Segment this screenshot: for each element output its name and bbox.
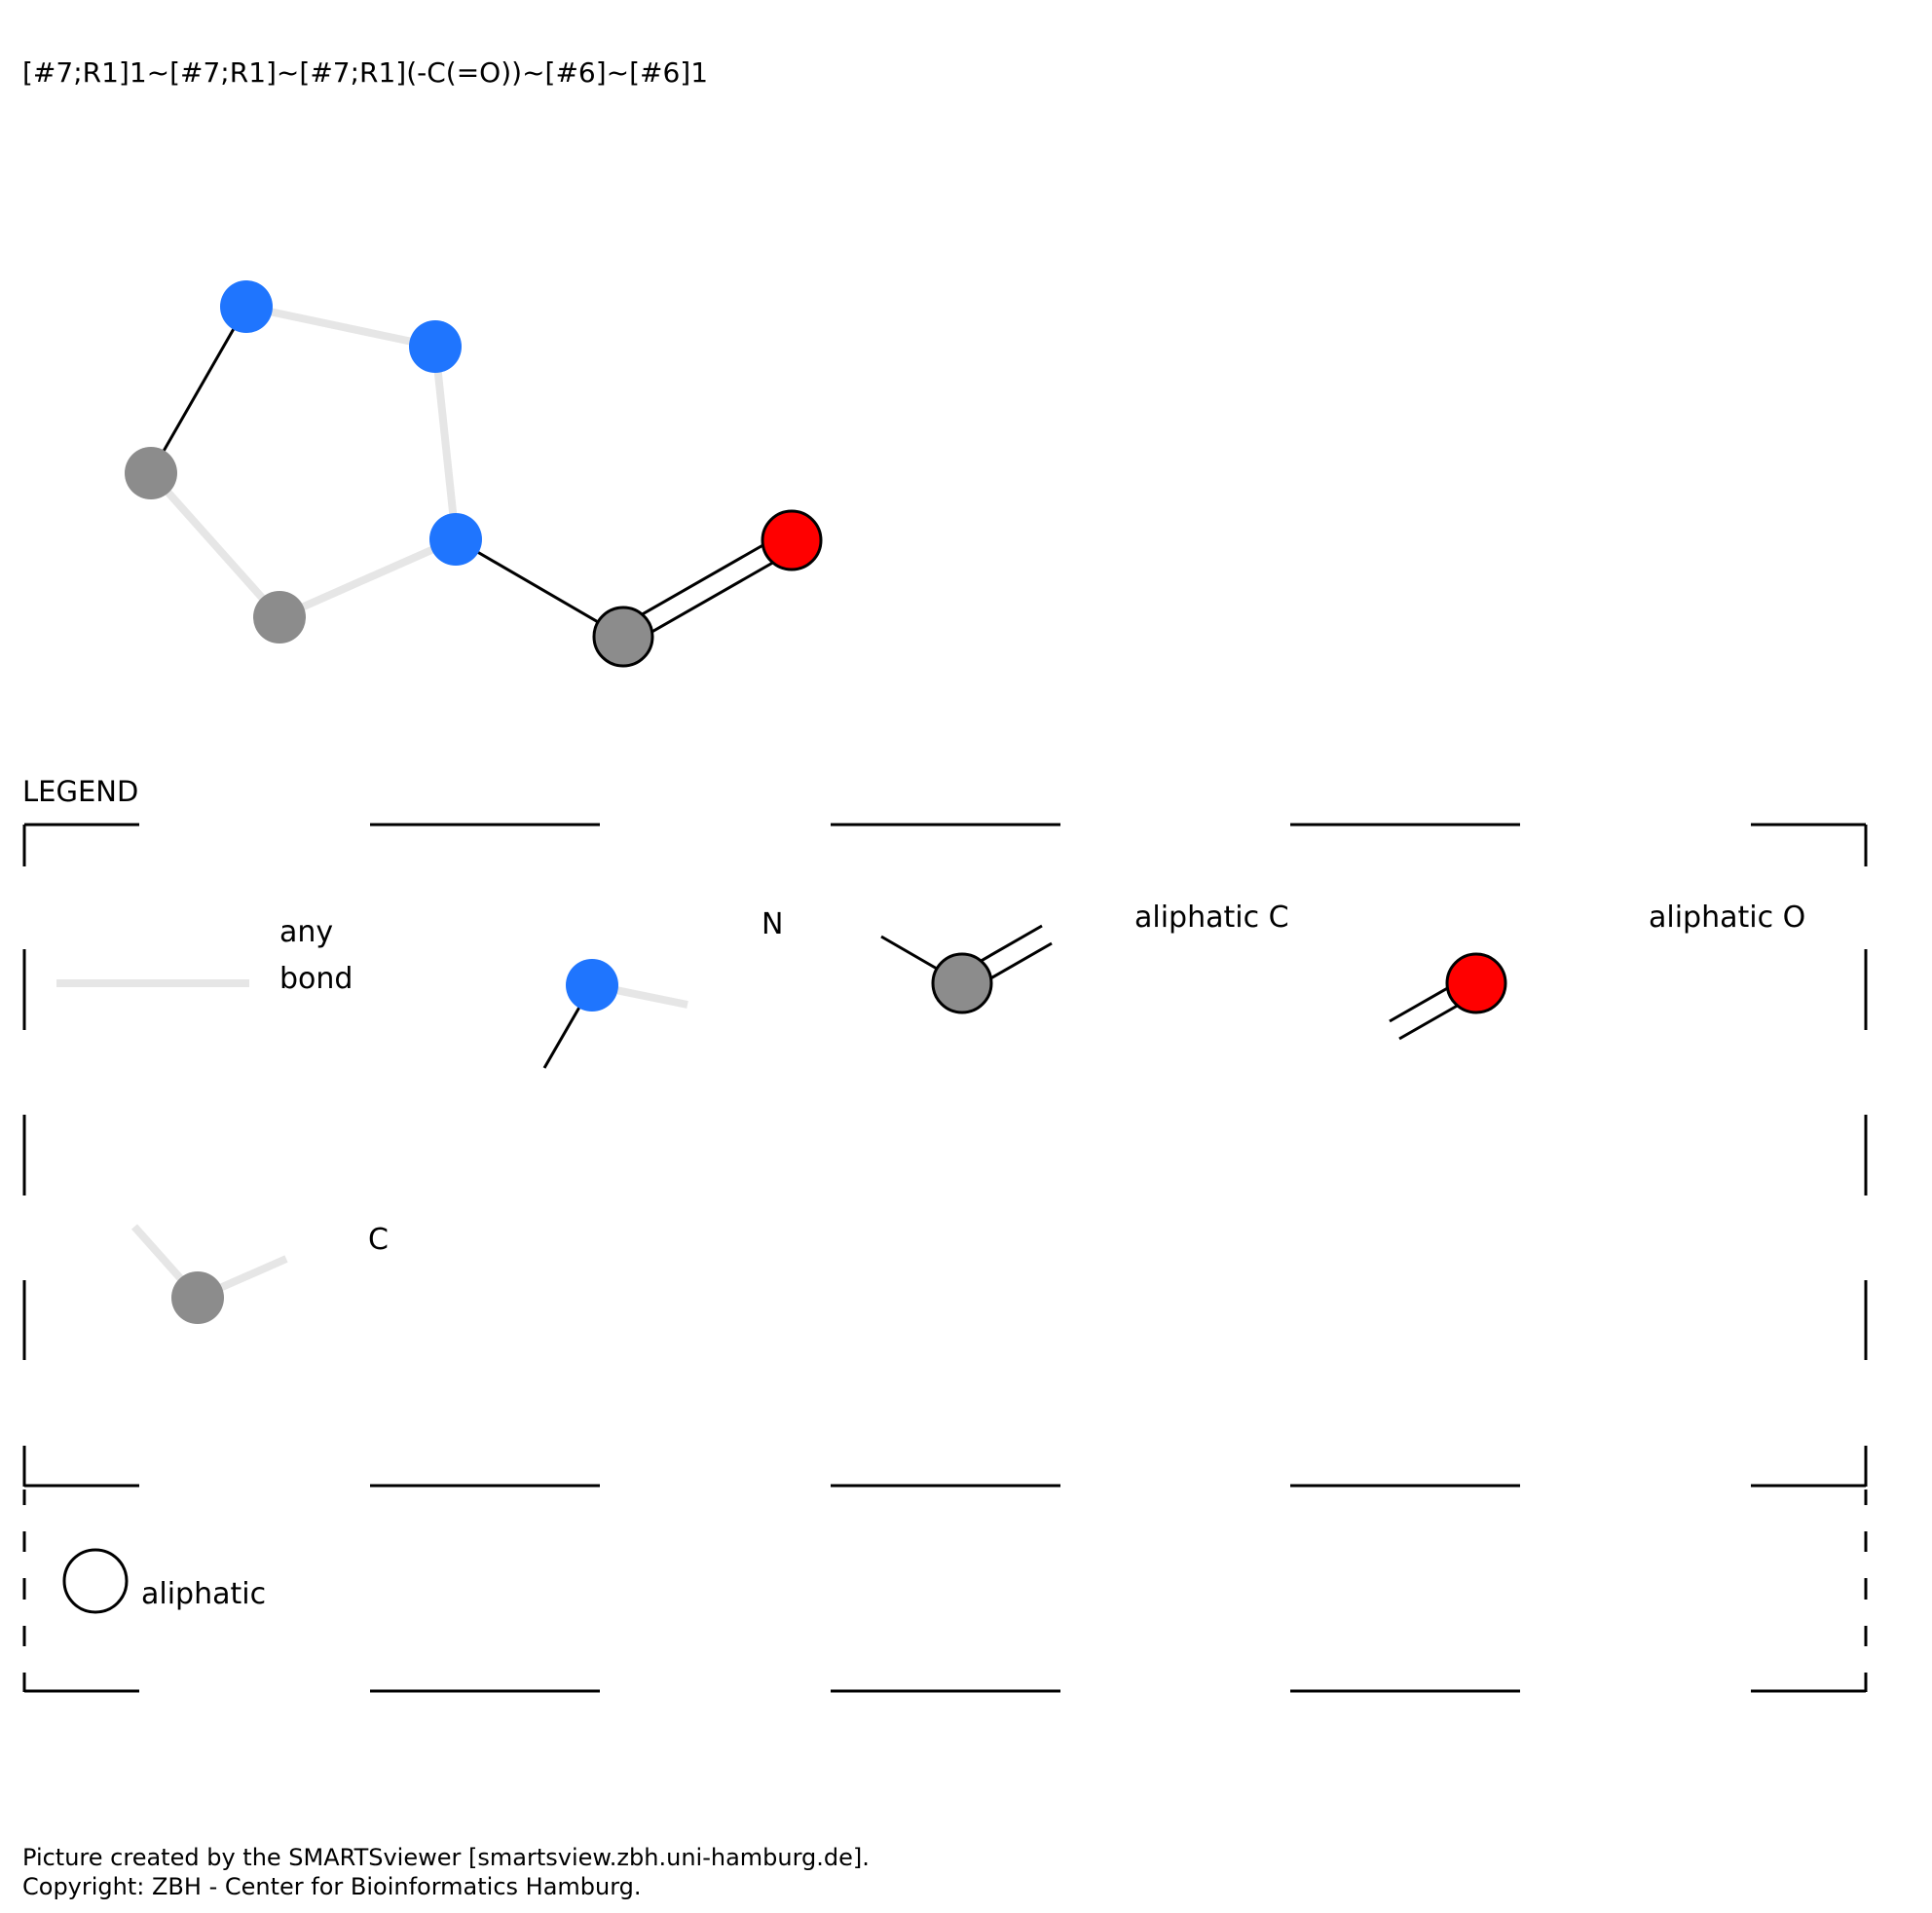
molecule-atoms <box>125 280 823 668</box>
any-bond-c5-c4 <box>148 470 282 620</box>
legend-aliphatic-o-label: aliphatic O <box>1649 901 1806 935</box>
legend-frame <box>22 823 1868 1488</box>
double-bond-c6-o7-a <box>617 530 788 630</box>
any-bond-n3-c5 <box>278 535 458 621</box>
atom-n2 <box>409 320 462 373</box>
single-bond-n3-c6 <box>455 537 624 639</box>
legend-c-label: C <box>368 1223 389 1257</box>
atom-c4 <box>125 447 177 499</box>
atom-n1 <box>220 280 273 333</box>
smarts-string: [#7;R1]1~[#7;R1]~[#7;R1](-C(=O))~[#6]~[#… <box>22 56 709 89</box>
double-bond-c6-o7-b <box>627 547 798 647</box>
legend-frame-bottom <box>22 1490 1868 1693</box>
legend-n-label: N <box>762 907 784 941</box>
legend-any-bond-label-2: bond <box>279 962 353 996</box>
footer-line-1: Picture created by the SMARTSviewer [sma… <box>22 1844 870 1871</box>
legend-aliphatic-symbol <box>62 1548 129 1614</box>
legend-title: LEGEND <box>22 775 139 808</box>
molecule-bonds <box>148 303 798 647</box>
legend-aliphatic-c-label: aliphatic C <box>1134 901 1289 935</box>
atom-c6 <box>592 606 654 668</box>
atom-c5 <box>253 591 306 644</box>
footer-credits: Picture created by the SMARTSviewer [sma… <box>22 1843 870 1901</box>
any-bond-n1-n2 <box>245 303 436 350</box>
legend-n-symbol <box>542 959 688 1069</box>
atom-n3 <box>429 513 482 566</box>
legend-any-bond-label-1: any <box>279 915 334 949</box>
legend-aliphatic-o-symbol <box>1389 952 1507 1041</box>
single-bond-c4-n1 <box>149 306 248 474</box>
legend-aliphatic-label: aliphatic <box>141 1577 267 1611</box>
any-bond-n2-n3 <box>431 346 460 540</box>
legend-c-symbol <box>131 1224 288 1324</box>
legend-aliphatic-c-symbol <box>880 924 1053 1014</box>
atom-o7 <box>761 509 823 571</box>
footer-line-2: Copyright: ZBH - Center for Bioinformati… <box>22 1873 642 1900</box>
